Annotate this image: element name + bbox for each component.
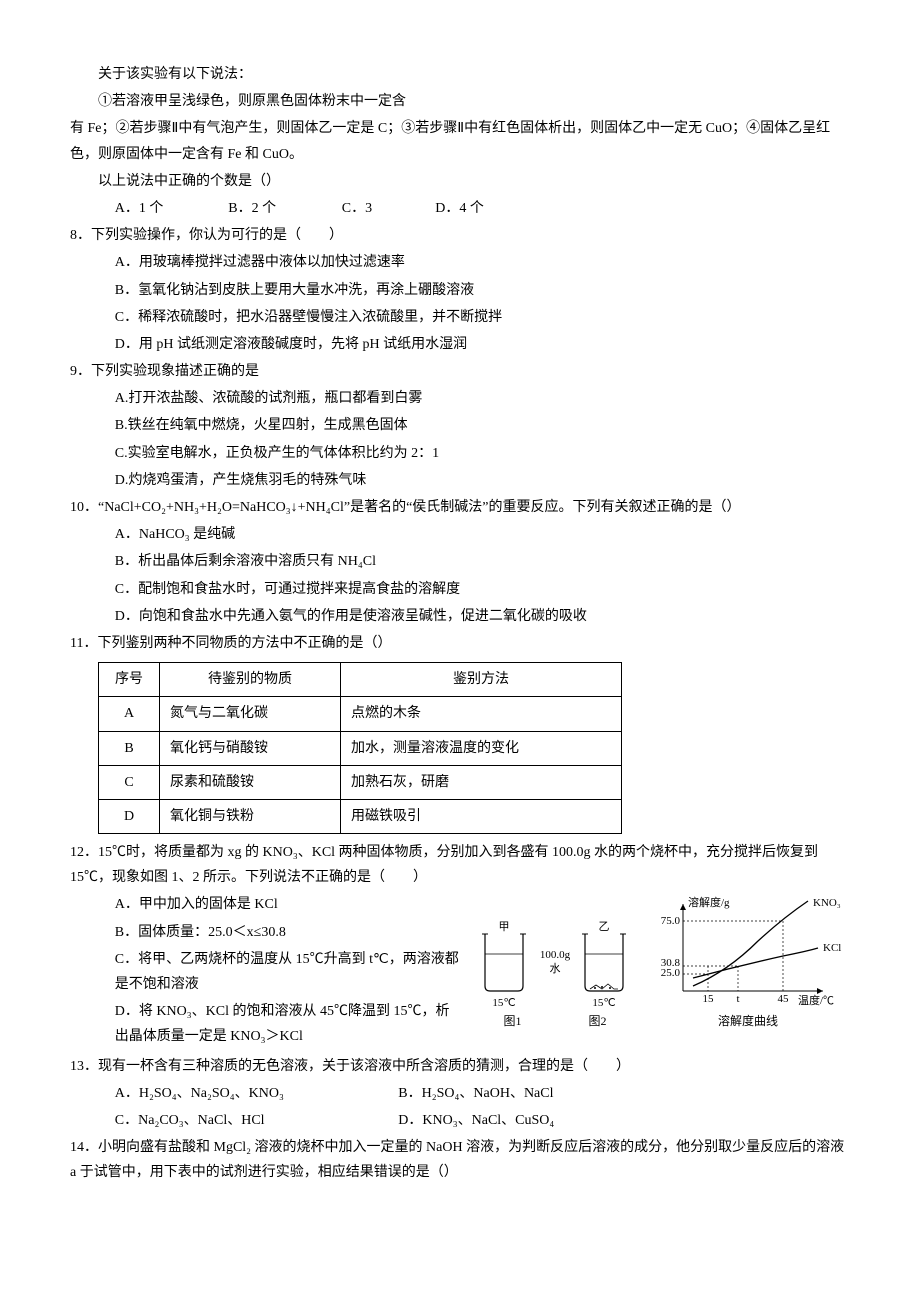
- q13-opt-a[interactable]: A．H₂SO₄、Na₂SO₄、KNO₃: [115, 1081, 395, 1106]
- xtick-t: t: [736, 993, 739, 1005]
- q10-opt-b[interactable]: B．析出晶体后剩余溶液中溶质只有 NH₄Cl: [70, 549, 850, 574]
- q13-opt-d[interactable]: D．KNO₃、NaCl、CuSO₄: [398, 1108, 554, 1133]
- th-substance: 待鉴别的物质: [160, 663, 341, 697]
- q10-opt-a[interactable]: A．NaHCO₃ 是纯碱: [70, 522, 850, 547]
- q7-opt-a[interactable]: A．1 个: [115, 196, 225, 221]
- q14-stem: 14．小明向盛有盐酸和 MgCl₂ 溶液的烧杯中加入一定量的 NaOH 溶液，为…: [70, 1135, 850, 1185]
- q9-opt-a[interactable]: A.打开浓盐酸、浓硫酸的试剂瓶，瓶口都看到白雾: [70, 386, 850, 411]
- cell-seq: D: [99, 799, 160, 833]
- cell-sub: 氧化钙与硝酸铵: [160, 731, 341, 765]
- q12-figure: 甲 15℃ 100.0g 水 乙 15℃: [470, 896, 850, 1033]
- q9-opt-d[interactable]: D.灼烧鸡蛋清，产生烧焦羽毛的特殊气味: [70, 468, 850, 493]
- solubility-chart: 溶解度/g 温度/℃ 15 t 45 25.0 30.8 75.0 KNO: [648, 896, 848, 1033]
- q13-opt-c[interactable]: C．Na₂CO₃、NaCl、HCl: [115, 1108, 395, 1133]
- kcl-label: KCl: [823, 942, 841, 954]
- q13-stem: 13．现有一杯含有三种溶质的无色溶液，关于该溶液中所含溶质的猜测，合理的是（ ）: [70, 1054, 850, 1079]
- cell-seq: C: [99, 765, 160, 799]
- q10-opt-c[interactable]: C．配制饱和食盐水时，可通过搅拌来提高食盐的溶解度: [70, 577, 850, 602]
- th-method: 鉴别方法: [341, 663, 622, 697]
- table-row: B 氧化钙与硝酸铵 加水，测量溶液温度的变化: [99, 731, 622, 765]
- q7-options: A．1 个 B．2 个 C．3 D．4 个: [70, 196, 850, 221]
- q12-stem: 12．15℃时，将质量都为 xg 的 KNO₃、KCl 两种固体物质，分别加入到…: [70, 840, 850, 890]
- q7-opt-c[interactable]: C．3: [342, 196, 432, 221]
- cell-seq: B: [99, 731, 160, 765]
- q7-intro2: ①若溶液甲呈浅绿色，则原黑色固体粉末中一定含: [70, 89, 850, 114]
- q9-opt-c[interactable]: C.实验室电解水，正负极产生的气体体积比约为 2：1: [70, 441, 850, 466]
- xtick-45: 45: [778, 993, 790, 1005]
- q10-opt-d[interactable]: D．向饱和食盐水中先通入氨气的作用是使溶液呈碱性，促进二氧化碳的吸收: [70, 604, 850, 629]
- q13-opt-b[interactable]: B．H₂SO₄、NaOH、NaCl: [398, 1081, 553, 1106]
- q7-ask: 以上说法中正确的个数是（）: [70, 169, 850, 194]
- temp-label: 15℃: [492, 997, 515, 1009]
- beaker-jia-label: 甲: [499, 921, 510, 933]
- beaker-yi-label: 乙: [599, 920, 610, 933]
- fig1-block: 甲 15℃ 100.0g 水 乙 15℃: [470, 916, 640, 1033]
- curve-title: 溶解度曲线: [648, 1011, 848, 1033]
- q7-intro1: 关于该实验有以下说法：: [70, 62, 850, 87]
- mass-label: 100.0g: [540, 949, 571, 961]
- fig1-label: 图1: [503, 1011, 521, 1033]
- beakers-svg: 甲 15℃ 100.0g 水 乙 15℃: [470, 916, 640, 1011]
- q8-stem: 8．下列实验操作，你认为可行的是（ ）: [70, 223, 850, 248]
- water-label: 水: [550, 962, 561, 975]
- ylabel: 溶解度/g: [688, 896, 730, 909]
- table-row: C 尿素和硫酸铵 加熟石灰，研磨: [99, 765, 622, 799]
- cell-sub: 尿素和硫酸铵: [160, 765, 341, 799]
- q7-opt-d[interactable]: D．4 个: [435, 196, 484, 221]
- q13-row1: A．H₂SO₄、Na₂SO₄、KNO₃ B．H₂SO₄、NaOH、NaCl: [70, 1081, 850, 1106]
- cell-method: 加水，测量溶液温度的变化: [341, 731, 622, 765]
- cell-method: 用磁铁吸引: [341, 799, 622, 833]
- fig2-label: 图2: [588, 1011, 606, 1033]
- table-header-row: 序号 待鉴别的物质 鉴别方法: [99, 663, 622, 697]
- ytick-75: 75.0: [661, 915, 681, 927]
- q9-opt-b[interactable]: B.铁丝在纯氧中燃烧，火星四射，生成黑色固体: [70, 413, 850, 438]
- q13-row2: C．Na₂CO₃、NaCl、HCl D．KNO₃、NaCl、CuSO₄: [70, 1108, 850, 1133]
- temp-label: 15℃: [592, 997, 615, 1009]
- th-seq: 序号: [99, 663, 160, 697]
- kcl-curve: [693, 948, 818, 978]
- cell-sub: 氮气与二氧化碳: [160, 697, 341, 731]
- table-row: A 氮气与二氧化碳 点燃的木条: [99, 697, 622, 731]
- q8-opt-d[interactable]: D．用 pH 试纸测定溶液酸碱度时，先将 pH 试纸用水湿润: [70, 332, 850, 357]
- q7-line2: 有 Fe；②若步骤Ⅱ中有气泡产生，则固体乙一定是 C；③若步骤Ⅱ中有红色固体析出…: [70, 116, 850, 166]
- q10-stem: 10．“NaCl+CO₂+NH₃+H₂O=NaHCO₃↓+NH₄Cl”是著名的“…: [70, 495, 850, 520]
- cell-seq: A: [99, 697, 160, 731]
- cell-method: 点燃的木条: [341, 697, 622, 731]
- q7-opt-b[interactable]: B．2 个: [228, 196, 338, 221]
- q11-stem: 11．下列鉴别两种不同物质的方法中不正确的是（）: [70, 631, 850, 656]
- q8-opt-c[interactable]: C．稀释浓硫酸时，把水沿器壁慢慢注入浓硫酸里，并不断搅拌: [70, 305, 850, 330]
- cell-method: 加熟石灰，研磨: [341, 765, 622, 799]
- cell-sub: 氧化铜与铁粉: [160, 799, 341, 833]
- xtick-15: 15: [703, 993, 715, 1005]
- ytick-308: 30.8: [661, 957, 681, 969]
- table-row: D 氧化铜与铁粉 用磁铁吸引: [99, 799, 622, 833]
- q8-opt-b[interactable]: B．氢氧化钠沾到皮肤上要用大量水冲洗，再涂上硼酸溶液: [70, 278, 850, 303]
- q9-stem: 9．下列实验现象描述正确的是: [70, 359, 850, 384]
- xlabel: 温度/℃: [798, 993, 834, 1007]
- kno3-label: KNO₃: [813, 897, 841, 909]
- q8-opt-a[interactable]: A．用玻璃棒搅拌过滤器中液体以加快过滤速率: [70, 250, 850, 275]
- solubility-svg: 溶解度/g 温度/℃ 15 t 45 25.0 30.8 75.0 KNO: [648, 896, 848, 1011]
- q11-table: 序号 待鉴别的物质 鉴别方法 A 氮气与二氧化碳 点燃的木条 B 氧化钙与硝酸铵…: [98, 662, 622, 834]
